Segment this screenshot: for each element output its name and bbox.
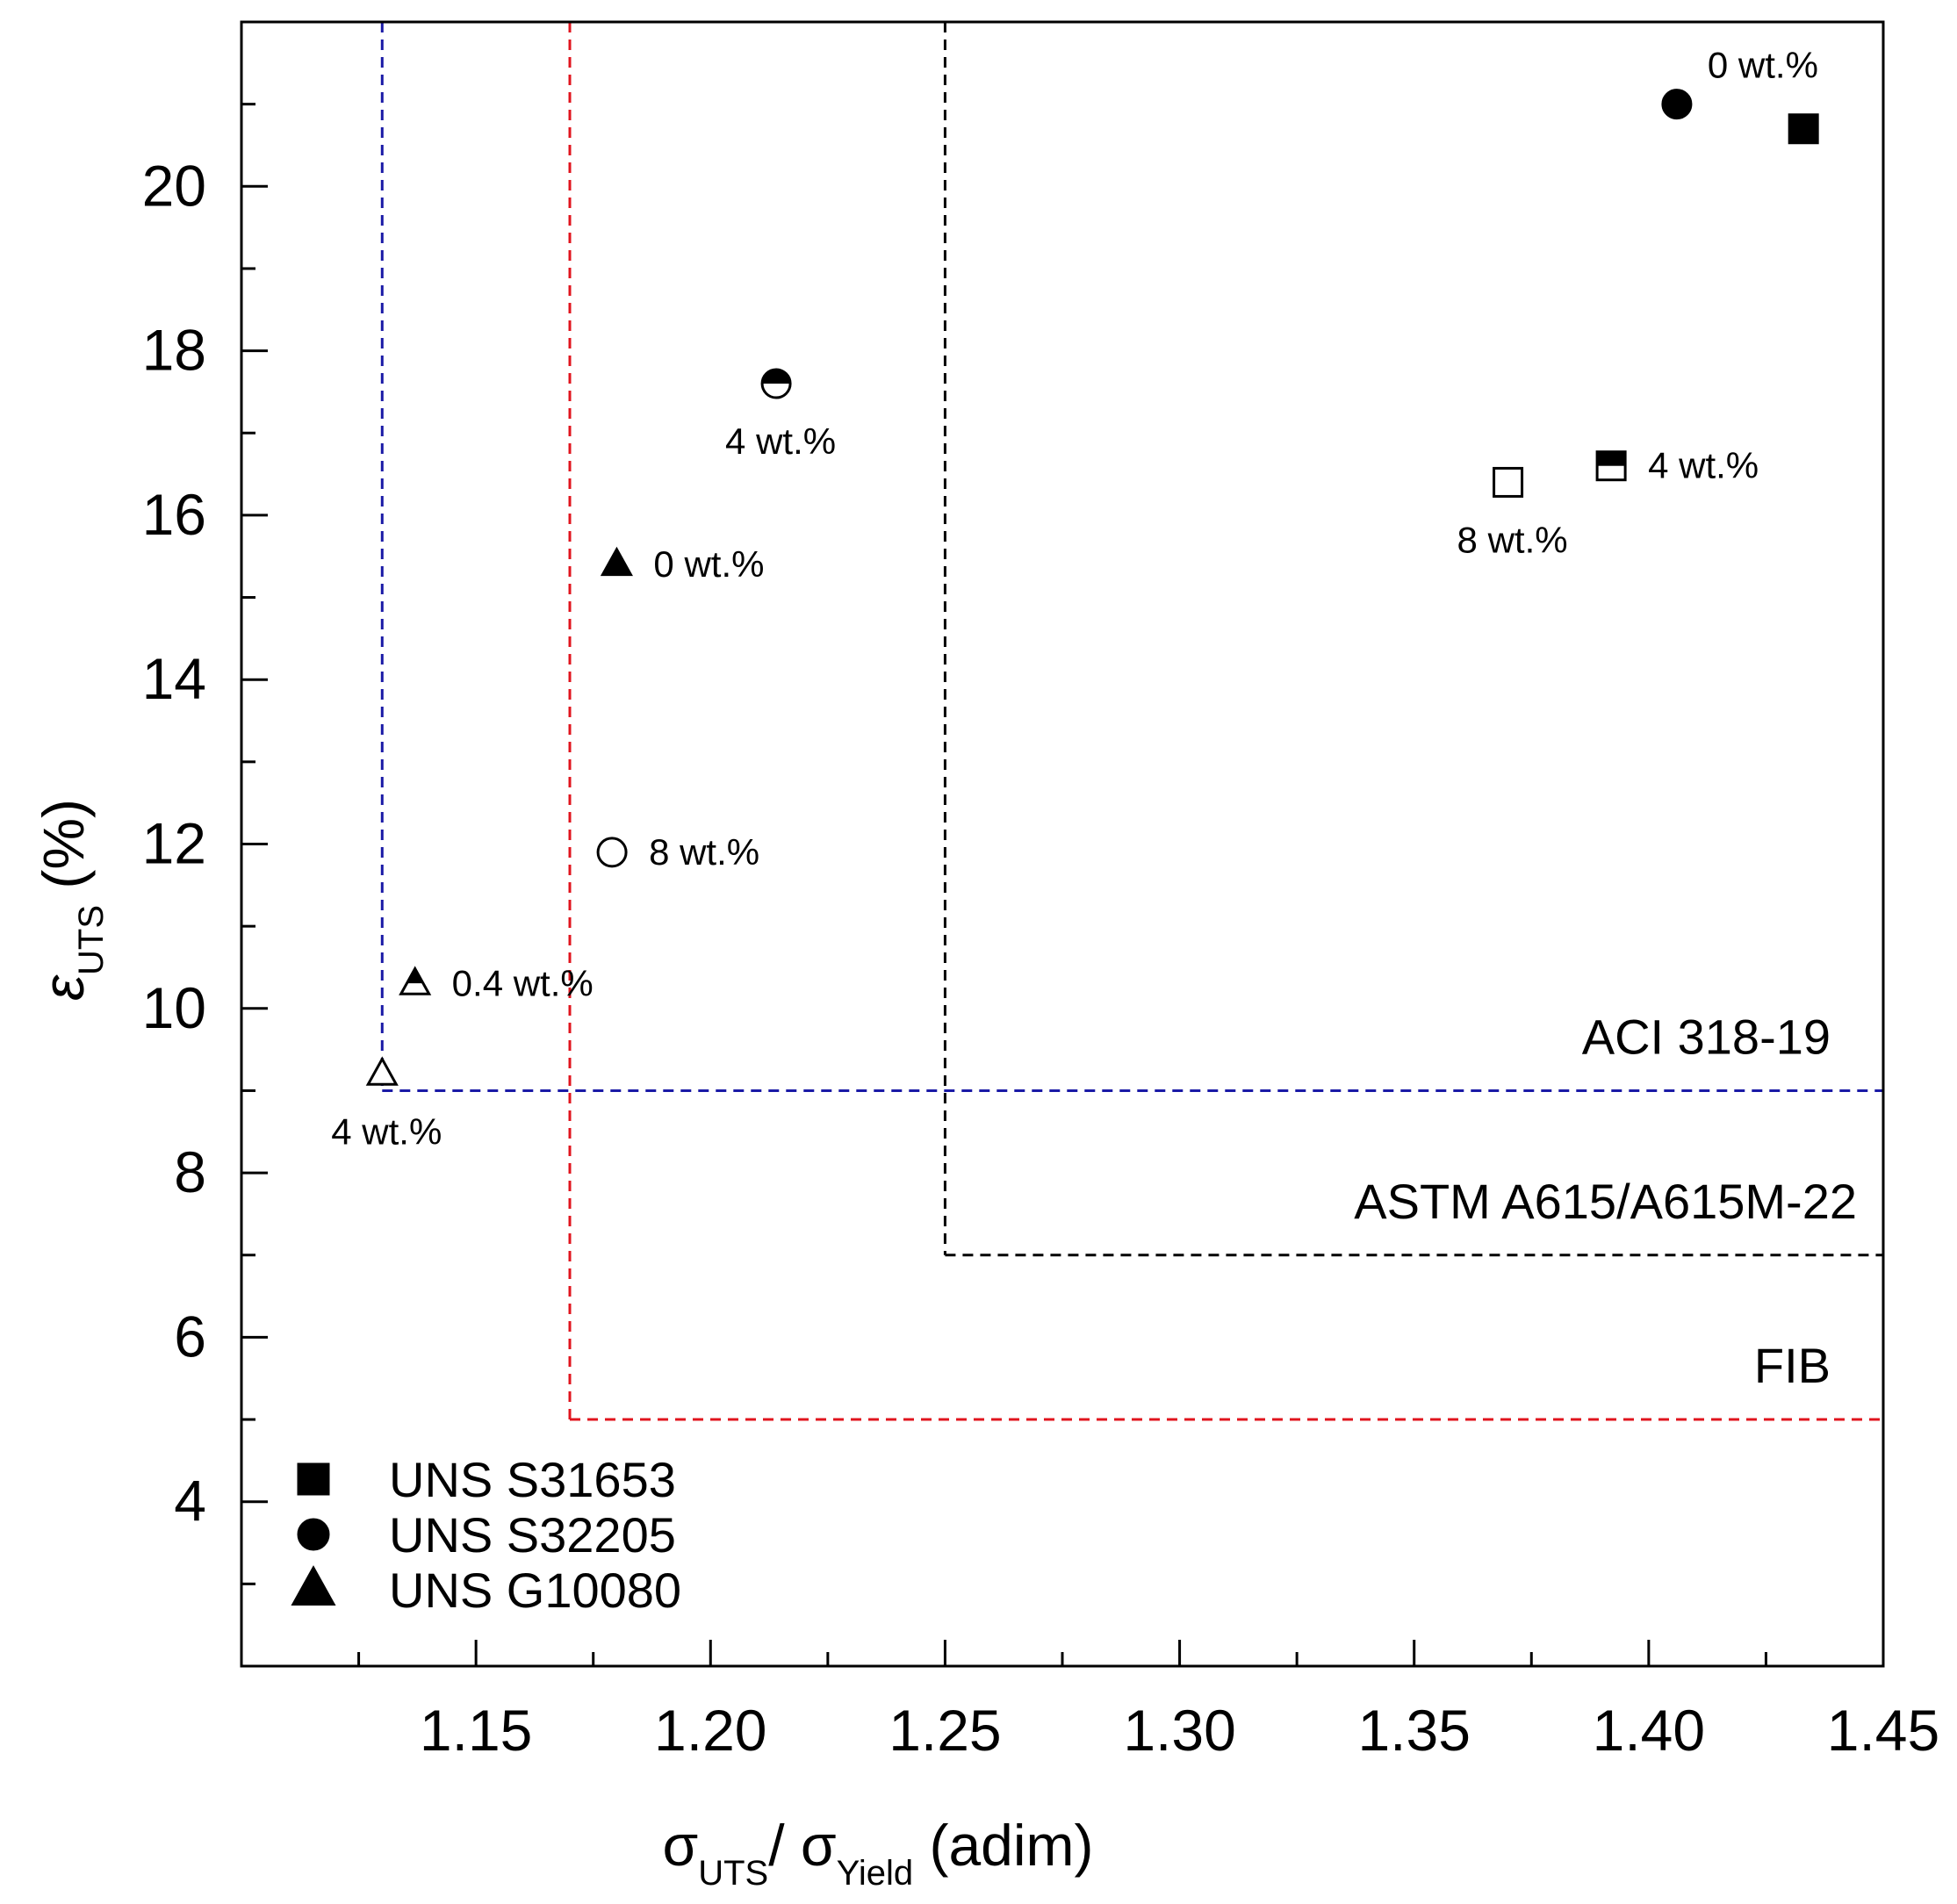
fib-label: FIB	[1754, 1338, 1831, 1393]
point-label: 4 wt.%	[1648, 445, 1759, 486]
uns-g10080-point-full	[600, 546, 633, 577]
point-label: 0.4 wt.%	[452, 963, 594, 1004]
uns-s31653-point-empty	[1493, 466, 1524, 498]
x-tick-label: 1.20	[654, 1698, 766, 1763]
marker-outline	[291, 1565, 336, 1606]
y-tick-label: 10	[142, 975, 206, 1040]
y-tick-label: 6	[174, 1304, 206, 1369]
marker-half-fill	[1597, 451, 1626, 466]
x-tick-label: 1.30	[1123, 1698, 1235, 1763]
reference-lines: ACI 318-19 ASTM A615/A615M-22 FIB	[380, 22, 1883, 1421]
marker-outline	[1595, 450, 1627, 482]
marker-half-fill	[762, 370, 791, 384]
marker-half-fill	[407, 968, 423, 984]
x-axis-title: σUTS/ σYield (adim)	[663, 1813, 1094, 1893]
uns-s32205-point-empty	[596, 837, 628, 868]
legend-marker-square	[297, 1462, 330, 1496]
y-tick-label: 14	[142, 646, 206, 711]
y-tick-label: 20	[142, 153, 206, 218]
point-label: 8 wt.%	[1457, 519, 1568, 560]
uns-s32205-point-half	[760, 368, 792, 399]
legend-marker-triangle	[291, 1565, 336, 1606]
legend-label: UNS S31653	[389, 1452, 676, 1507]
marker-outline	[297, 1518, 330, 1551]
uns-s31653-point-half	[1595, 450, 1627, 482]
marker-outline	[1493, 466, 1524, 498]
x-tick-label: 1.15	[420, 1698, 532, 1763]
x-tick-label: 1.25	[889, 1698, 1001, 1763]
x-tick-label: 1.35	[1357, 1698, 1470, 1763]
aci-318-19-label: ACI 318-19	[1582, 1009, 1831, 1064]
marker-outline	[600, 546, 633, 577]
marker-outline	[365, 1056, 399, 1086]
y-tick-label: 18	[142, 318, 206, 383]
data-points: 4 wt.% 8 wt.% 0 wt.% 4 wt.% 8 wt.% 0 wt.% 0.4 …	[331, 45, 1819, 1153]
marker-outline	[399, 966, 432, 995]
y-tick-label: 12	[142, 811, 206, 876]
marker-outline	[297, 1462, 330, 1496]
point-label: 0 wt.%	[1708, 45, 1818, 86]
point-label: 0 wt.%	[653, 543, 764, 585]
uns-g10080-point-empty	[365, 1056, 399, 1086]
y-axis-title: εUTS (%)	[31, 799, 111, 1001]
uns-s32205-point-full	[1661, 89, 1693, 120]
marker-outline	[596, 837, 628, 868]
y-tick-label: 4	[174, 1469, 206, 1534]
point-label: 8 wt.%	[649, 831, 759, 873]
uns-s31653-point-full	[1788, 113, 1819, 145]
x-tick-label: 1.45	[1827, 1698, 1939, 1763]
legend-marker-circle	[297, 1518, 330, 1551]
point-label: 4 wt.%	[725, 420, 836, 462]
uns-g10080-point-half	[399, 966, 432, 995]
marker-outline	[1661, 89, 1693, 120]
legend-label: UNS S32205	[389, 1507, 676, 1563]
point-label: 4 wt.%	[331, 1111, 442, 1153]
y-tick-label: 16	[142, 482, 206, 547]
marker-outline	[760, 368, 792, 399]
axes: 1.15 1.20 1.25 1.30 1.35 1.40 1.45 4 6 8 10 12 14 16 1…	[142, 20, 1939, 1763]
marker-outline	[1788, 113, 1819, 145]
y-tick-label: 8	[174, 1139, 206, 1204]
legend-label: UNS G10080	[389, 1563, 681, 1618]
x-tick-label: 1.40	[1593, 1698, 1705, 1763]
astm-a615-a615m-22-label: ASTM A615/A615M-22	[1354, 1174, 1857, 1229]
